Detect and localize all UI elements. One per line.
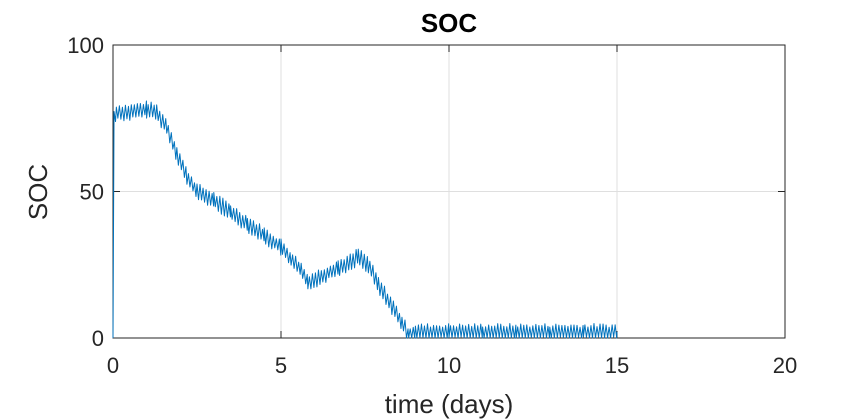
x-axis-title: time (days) <box>385 389 514 419</box>
y-tick-label: 50 <box>80 180 104 205</box>
x-tick-label: 15 <box>605 353 629 378</box>
x-tick-label: 5 <box>275 353 287 378</box>
x-tick-label: 0 <box>107 353 119 378</box>
x-tick-labels: 0 5 10 15 20 <box>107 353 797 378</box>
y-tick-label: 0 <box>92 326 104 351</box>
y-tick-label: 100 <box>67 33 104 58</box>
x-tick-label: 10 <box>437 353 461 378</box>
y-axis-title: SOC <box>23 164 53 220</box>
soc-series-line <box>112 100 618 339</box>
y-tick-labels: 0 50 100 <box>67 33 104 351</box>
x-tick-label: 20 <box>773 353 797 378</box>
chart-title: SOC <box>421 8 478 38</box>
series-layer <box>112 100 618 339</box>
